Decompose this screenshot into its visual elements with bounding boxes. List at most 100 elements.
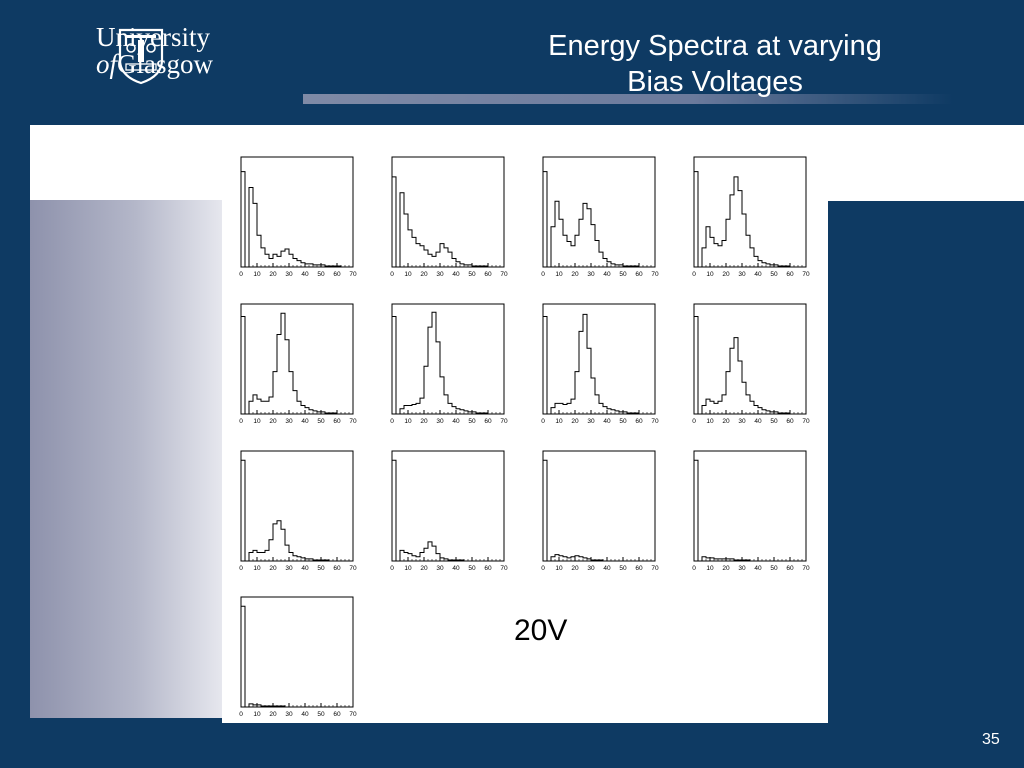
x-tick-label: 60	[786, 565, 794, 572]
x-tick-label: 20	[571, 271, 579, 278]
x-tick-label: 70	[500, 271, 508, 278]
x-tick-label: 20	[571, 418, 579, 425]
x-tick-label: 0	[239, 711, 243, 718]
histogram-series	[391, 176, 504, 268]
x-tick-label: 40	[452, 271, 460, 278]
slide-title-line2: Bias Voltages	[627, 66, 803, 98]
x-tick-label: 10	[404, 418, 412, 425]
x-tick-label: 0	[541, 565, 545, 572]
x-tick-label: 70	[349, 418, 357, 425]
x-tick-label: 0	[390, 271, 394, 278]
x-tick-label: 30	[738, 565, 746, 572]
histogram-panel: 0 10 20 30 40 50 60 70	[541, 450, 659, 572]
histogram-panel: 0 10 20 30 40 50 60 70	[239, 450, 357, 572]
histogram-series	[240, 171, 353, 268]
university-crest-icon	[118, 28, 164, 85]
histogram-series	[693, 459, 806, 562]
x-tick-label: 40	[301, 565, 309, 572]
x-tick-label: 10	[706, 565, 714, 572]
slide-title: Energy Spectra at varying Bias Voltages	[470, 28, 960, 100]
x-tick-label: 10	[253, 565, 261, 572]
histogram-panel: 0 10 20 30 40 50 60 70	[239, 156, 357, 278]
x-tick-label: 60	[484, 271, 492, 278]
x-tick-label: 0	[239, 418, 243, 425]
x-tick-label: 60	[635, 271, 643, 278]
histogram-series	[391, 311, 504, 415]
x-tick-label: 10	[706, 418, 714, 425]
x-tick-label: 70	[651, 418, 659, 425]
panel-frame	[391, 450, 505, 562]
x-tick-label: 10	[555, 271, 563, 278]
histogram-series	[542, 313, 655, 415]
x-tick-label: 10	[404, 565, 412, 572]
x-tick-label: 0	[390, 565, 394, 572]
panel-frame	[693, 156, 807, 268]
logo-of: of	[96, 49, 118, 79]
x-tick-label: 0	[541, 271, 545, 278]
x-tick-label: 50	[317, 711, 325, 718]
x-tick-label: 50	[770, 565, 778, 572]
x-tick-label: 30	[436, 271, 444, 278]
x-tick-label: 50	[468, 418, 476, 425]
x-tick-label: 30	[738, 271, 746, 278]
x-tick-label: 60	[333, 418, 341, 425]
x-tick-label: 50	[468, 271, 476, 278]
histogram-panel: 0 10 20 30 40 50 60 70	[390, 303, 508, 425]
x-tick-label: 70	[802, 565, 810, 572]
x-tick-label: 50	[619, 418, 627, 425]
panel-frame	[240, 596, 354, 708]
voltage-label: 20V	[514, 614, 568, 647]
panel-frame	[240, 450, 354, 562]
x-tick-label: 30	[436, 565, 444, 572]
x-tick-label: 40	[452, 418, 460, 425]
histogram-series	[240, 312, 353, 415]
x-tick-label: 30	[587, 565, 595, 572]
histogram-series	[240, 605, 353, 708]
x-tick-label: 60	[786, 418, 794, 425]
x-tick-label: 70	[500, 418, 508, 425]
x-tick-label: 40	[301, 711, 309, 718]
x-tick-label: 40	[452, 565, 460, 572]
histogram-grid: 0 10 20 30 40 50 60 70 0 10 20 30 40 50 60 70 0 10 20 30 40 5…	[239, 156, 810, 718]
panel-frame	[693, 450, 807, 562]
histogram-series	[240, 459, 353, 562]
x-tick-label: 30	[738, 418, 746, 425]
x-tick-label: 40	[603, 565, 611, 572]
histogram-series	[391, 459, 504, 562]
x-tick-label: 60	[635, 565, 643, 572]
slide-title-line1: Energy Spectra at varying	[548, 30, 882, 62]
logo-glasgow: Glasgow	[117, 49, 214, 79]
x-tick-label: 20	[420, 271, 428, 278]
histogram-panel: 0 10 20 30 40 50 60 70	[390, 156, 508, 278]
university-wordmark: University ofGlasgow	[96, 24, 213, 78]
x-tick-label: 30	[285, 271, 293, 278]
histogram-panel: 0 10 20 30 40 50 60 70	[541, 303, 659, 425]
x-tick-label: 40	[754, 271, 762, 278]
histogram-series	[693, 315, 806, 415]
panel-frame	[240, 156, 354, 268]
title-underline-bar	[303, 94, 953, 104]
x-tick-label: 0	[692, 271, 696, 278]
x-tick-label: 20	[420, 418, 428, 425]
x-tick-label: 10	[253, 711, 261, 718]
histogram-panel: 0 10 20 30 40 50 60 70	[692, 156, 810, 278]
x-tick-label: 0	[541, 418, 545, 425]
x-tick-label: 0	[390, 418, 394, 425]
x-tick-label: 70	[802, 271, 810, 278]
x-tick-label: 0	[239, 271, 243, 278]
x-tick-label: 40	[754, 565, 762, 572]
content-panel	[222, 125, 828, 723]
histogram-series	[542, 459, 655, 562]
histogram-panel: 0 10 20 30 40 50 60 70	[692, 450, 810, 572]
x-tick-label: 50	[317, 271, 325, 278]
x-tick-label: 10	[404, 271, 412, 278]
x-tick-label: 10	[253, 418, 261, 425]
histogram-panel: 0 10 20 30 40 50 60 70	[239, 596, 357, 718]
x-tick-label: 50	[619, 271, 627, 278]
x-tick-label: 0	[239, 565, 243, 572]
x-tick-label: 50	[317, 418, 325, 425]
panel-frame	[542, 450, 656, 562]
x-tick-label: 40	[301, 418, 309, 425]
x-tick-label: 40	[301, 271, 309, 278]
x-tick-label: 60	[635, 418, 643, 425]
